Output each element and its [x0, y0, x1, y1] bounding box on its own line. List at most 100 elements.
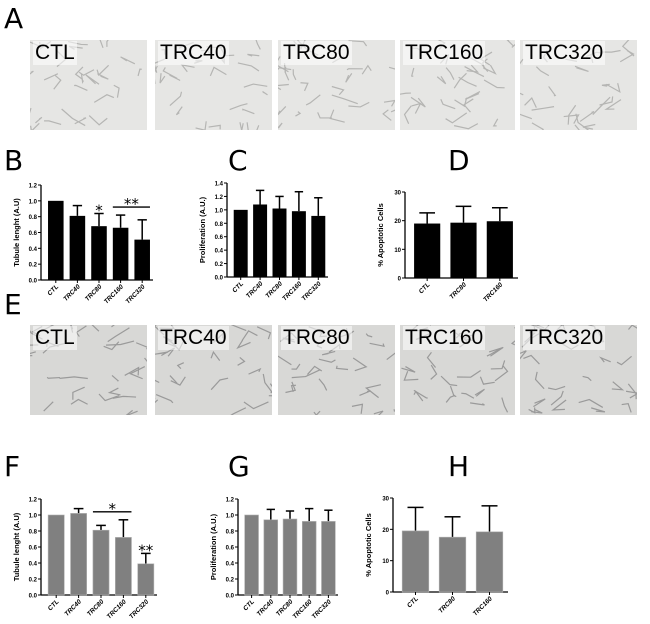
y-tick-label: 0.2 [29, 263, 38, 269]
y-axis-label-c: Proliferation (A.U.) [198, 196, 207, 263]
bar-trc80 [450, 222, 477, 278]
x-tick-label: TRC40 [62, 283, 82, 303]
bar-trc80 [282, 518, 298, 596]
micrograph-label: CTL [33, 41, 77, 65]
y-tick-label: 1.0 [29, 199, 38, 205]
panel-letter-a: A [4, 2, 24, 35]
micrograph-trc40-e: TRC40 [155, 325, 272, 415]
bar-trc160 [475, 531, 504, 593]
bar-ctl [414, 223, 441, 278]
micrograph-ctl-a: CTL [30, 40, 147, 130]
bar-trc40 [70, 513, 87, 596]
bar-trc40 [263, 519, 279, 596]
micrograph-trc320-e: TRC320 [520, 325, 637, 415]
bar-ctl [244, 514, 259, 596]
y-tick-label: 20 [394, 219, 401, 225]
x-tick-label: TRC40 [256, 598, 276, 618]
panel-letter-f: F [4, 450, 21, 483]
y-tick-label: 0.6 [29, 546, 38, 552]
x-tick-label: TRC160 [281, 280, 303, 302]
micrograph-trc40-a: TRC40 [155, 40, 272, 130]
x-tick-label: TRC160 [482, 281, 504, 303]
panel-letter-h: H [448, 450, 470, 483]
bar-ctl [401, 530, 430, 593]
x-tick-label: CTL [406, 595, 420, 609]
x-tick-label: CTL [47, 598, 61, 612]
x-tick-label: TRC40 [64, 598, 84, 618]
x-tick-label: TRC80 [86, 598, 106, 618]
bar-trc160 [112, 227, 129, 280]
panel-letter-c: C [228, 144, 248, 177]
y-tick-label: 1.0 [29, 514, 38, 520]
y-tick-label: 0.2 [215, 262, 224, 268]
y-axis-label-b: Tubule lenght (A.U) [12, 198, 21, 267]
bar-trc40 [253, 204, 268, 277]
y-tick-label: 10 [382, 559, 389, 565]
bar-trc320 [311, 215, 326, 277]
bar-trc320 [137, 563, 155, 596]
y-tick-label: 0.0 [215, 276, 224, 282]
bar-ctl [47, 514, 65, 596]
y-axis-label-h: % Apoptotic Cells [364, 513, 373, 576]
bar-ctl [48, 200, 64, 280]
bar-trc160 [115, 537, 132, 596]
y-tick-label: 1.2 [29, 498, 38, 504]
bar-trc80 [438, 536, 467, 593]
y-tick-label: 1.0 [226, 514, 235, 520]
micrograph-trc80-a: TRC80 [278, 40, 395, 130]
y-axis-label-f: Tubule lenght (A.U) [12, 512, 21, 581]
x-tick-label: CTL [418, 281, 432, 295]
panel-letter-d: D [448, 144, 470, 177]
y-tick-label: 10 [394, 248, 401, 254]
x-tick-label: TRC160 [472, 595, 494, 617]
bar-ctl [233, 209, 248, 277]
bar-trc160 [301, 521, 317, 596]
micrograph-label: TRC80 [281, 326, 352, 350]
bar-trc320 [134, 239, 150, 280]
y-tick-label: 0.6 [226, 546, 235, 552]
x-tick-label: TRC80 [448, 281, 468, 301]
significance-marker: * [108, 500, 116, 518]
x-tick-label: CTL [231, 280, 245, 294]
micrograph-trc80-e: TRC80 [278, 325, 395, 415]
micrograph-label: TRC320 [523, 326, 606, 350]
y-tick-label: 0.0 [29, 279, 38, 285]
y-tick-label: 0.2 [226, 578, 235, 584]
bar-trc80 [272, 208, 287, 277]
x-tick-label: TRC40 [245, 280, 265, 300]
significance-marker: ** [124, 195, 140, 213]
x-tick-label: TRC320 [125, 283, 147, 305]
micrograph-trc320-a: TRC320 [520, 40, 637, 130]
y-axis-label-d: % Apoptotic Cells [376, 203, 385, 266]
x-tick-label: TRC80 [84, 283, 104, 303]
y-tick-label: 0.0 [29, 594, 38, 600]
x-tick-label: TRC320 [301, 280, 323, 302]
y-tick-label: 0.8 [215, 222, 224, 228]
x-tick-label: TRC160 [292, 598, 314, 620]
x-tick-label: TRC160 [103, 283, 125, 305]
y-tick-label: 1.2 [215, 195, 224, 201]
y-tick-label: 0.4 [215, 249, 224, 255]
panel-letter-g: G [228, 450, 250, 483]
y-tick-label: 0.4 [29, 562, 38, 568]
significance-marker: * [95, 202, 103, 220]
micrograph-label: TRC160 [403, 326, 486, 350]
y-tick-label: 0.4 [29, 247, 38, 253]
micrograph-label: TRC40 [158, 326, 229, 350]
y-tick-label: 1.4 [215, 182, 224, 188]
y-tick-label: 0.8 [29, 215, 38, 221]
y-tick-label: 0.8 [226, 530, 235, 536]
micrograph-trc160-e: TRC160 [400, 325, 515, 415]
y-tick-label: 20 [382, 528, 389, 534]
bar-trc320 [321, 521, 336, 596]
micrograph-label: CTL [33, 326, 77, 350]
y-tick-label: 0.8 [29, 530, 38, 536]
y-tick-label: 0.6 [215, 235, 224, 241]
bar-trc80 [92, 529, 110, 596]
x-tick-label: TRC80 [437, 595, 457, 615]
y-tick-label: 1.2 [226, 498, 235, 504]
micrograph-label: TRC160 [403, 41, 486, 65]
x-tick-label: TRC160 [106, 598, 128, 620]
